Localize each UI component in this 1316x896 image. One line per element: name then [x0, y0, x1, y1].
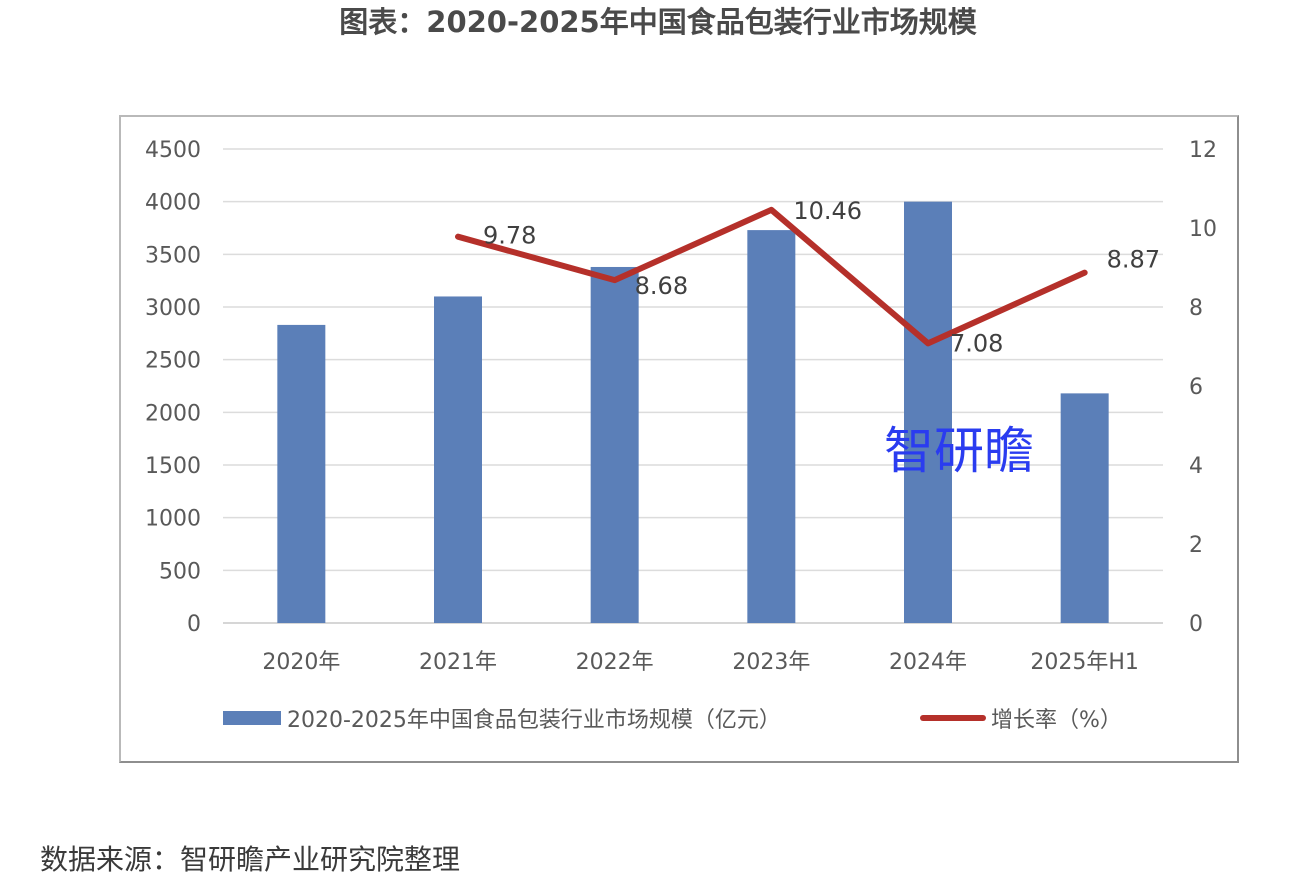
legend: 2020-2025年中国食品包装行业市场规模（亿元） 增长率（%）	[223, 708, 1122, 733]
y2-tick-label: 4	[1189, 454, 1203, 479]
bar	[747, 230, 796, 623]
page-title: 图表：2020-2025年中国食品包装行业市场规模	[339, 5, 977, 39]
x-tick-label: 2020年	[262, 650, 340, 675]
bar	[277, 324, 326, 623]
x-tick-label: 2021年	[419, 650, 497, 675]
y-tick-label: 2000	[145, 401, 201, 426]
legend-line-label: 增长率（%）	[991, 708, 1122, 733]
growth-line-series	[455, 206, 1088, 347]
grid-lines	[223, 148, 1163, 624]
y2-tick-label: 8	[1189, 296, 1203, 321]
y-tick-label: 3500	[145, 243, 201, 268]
legend-bar-label: 2020-2025年中国食品包装行业市场规模（亿元）	[287, 708, 781, 733]
axes: 0 500 1000 1500 2000 2500 3000 3500 4000 4500 0 2 4 6…	[145, 138, 1217, 675]
watermark-text: 智研瞻	[884, 422, 1034, 480]
growth-data-label: 8.87	[1107, 246, 1160, 274]
y-tick-label: 1500	[145, 454, 201, 479]
y2-tick-label: 10	[1189, 217, 1217, 242]
bar	[904, 201, 952, 623]
y2-tick-label: 0	[1189, 612, 1203, 637]
x-tick-label: 2022年	[576, 650, 654, 675]
y-tick-label: 1000	[145, 507, 201, 532]
y-tick-label: 2500	[145, 349, 201, 374]
y-tick-label: 500	[159, 559, 201, 584]
bar-series	[277, 201, 1109, 623]
growth-data-label: 7.08	[950, 329, 1003, 357]
y2-tick-label: 2	[1189, 533, 1203, 558]
y-tick-label: 4000	[145, 191, 201, 216]
y2-tick-label: 12	[1189, 138, 1217, 163]
growth-data-label: 9.78	[483, 222, 536, 250]
y-tick-label: 0	[187, 612, 201, 637]
bar	[1060, 393, 1109, 623]
bar	[434, 296, 482, 623]
growth-data-label: 8.68	[635, 272, 688, 300]
y-tick-label: 3000	[145, 296, 201, 321]
y-tick-label: 4500	[145, 138, 201, 163]
combo-chart: 9.78 8.68 10.46 7.08 8.87 0 500 1000 1500 2000 25…	[145, 138, 1217, 733]
bar	[590, 266, 639, 623]
x-tick-label: 2025年H1	[1030, 650, 1139, 675]
growth-line	[455, 206, 1088, 347]
legend-bar-swatch	[223, 711, 281, 725]
chart-frame: 9.78 8.68 10.46 7.08 8.87 0 500 1000 1500 2000 25…	[119, 115, 1239, 763]
growth-data-label: 10.46	[793, 197, 862, 225]
source-note: 数据来源：智研瞻产业研究院整理	[40, 843, 461, 876]
data-labels: 9.78 8.68 10.46 7.08 8.87	[483, 197, 1160, 358]
x-tick-label: 2024年	[889, 650, 967, 675]
x-tick-label: 2023年	[732, 650, 810, 675]
y2-tick-label: 6	[1189, 375, 1203, 400]
